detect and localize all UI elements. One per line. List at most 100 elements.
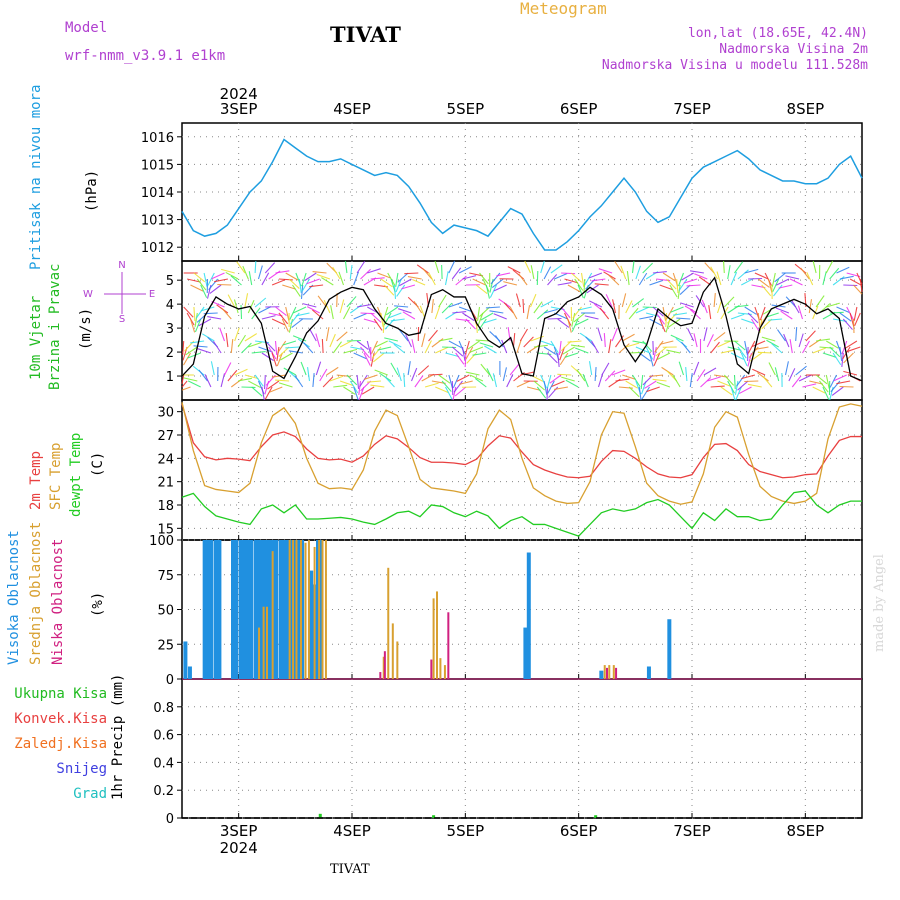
wind-barb — [452, 374, 460, 389]
wind-barb — [723, 374, 735, 386]
cloud-bar-cloud_mid — [288, 540, 291, 679]
wind-barb — [694, 273, 708, 280]
wind-barb — [307, 367, 311, 382]
wind-barb — [686, 284, 701, 287]
cloud-bar-cloud_mid — [608, 665, 611, 679]
wind-barb — [393, 343, 406, 354]
wind-barb — [680, 302, 694, 308]
wind-barb — [605, 294, 613, 308]
wind-barb — [772, 278, 780, 292]
wind-barb — [349, 265, 353, 280]
cloud-bar-cloud_high — [267, 540, 272, 679]
wind-barb — [672, 312, 687, 316]
wind-barb — [785, 275, 800, 280]
wind-barb — [448, 260, 456, 274]
wind-barb — [434, 305, 441, 320]
wind-barb — [815, 374, 828, 385]
wind-barb — [465, 318, 477, 330]
wind-barb — [757, 312, 761, 327]
wind-barb — [844, 340, 858, 349]
wind-barb — [560, 340, 572, 352]
wind-barb — [559, 352, 569, 366]
wind-barb — [477, 306, 481, 321]
wind-barb — [435, 386, 449, 393]
wind-barb — [564, 352, 579, 358]
wind-barb — [681, 272, 694, 281]
wind-barb — [515, 293, 521, 308]
wind-rose-label: E — [149, 289, 155, 300]
wind-barb — [227, 294, 236, 308]
wind-barb — [200, 284, 208, 298]
wind-barb — [312, 270, 327, 274]
wind-barb — [710, 385, 725, 388]
wind-barb — [211, 272, 225, 280]
wind-barb — [361, 386, 375, 395]
wind-barb — [640, 374, 644, 389]
wind-barb — [836, 380, 851, 385]
wind-barb — [396, 284, 406, 297]
cloud-ytick-label: 100 — [149, 534, 174, 549]
wind-speed-line — [181, 276, 863, 382]
wind-barb — [187, 380, 201, 388]
cloud-bar-cloud_high — [523, 627, 528, 679]
wind-barb — [462, 312, 475, 322]
wind-barb — [190, 284, 204, 292]
wind-barb — [713, 331, 726, 342]
cloud-ytick-label: 75 — [157, 569, 174, 584]
wind-barb — [737, 346, 747, 359]
cloud-bar-cloud_mid — [295, 540, 298, 679]
wind-barb — [591, 278, 606, 282]
wind-barb — [484, 345, 497, 354]
wind-barb — [659, 340, 674, 345]
wind-barb — [638, 352, 651, 362]
wind-barb — [183, 377, 198, 382]
wind-barb — [244, 374, 259, 380]
wind-barb — [358, 386, 365, 401]
wind-barb — [736, 374, 746, 387]
wind-barb — [438, 294, 447, 308]
wind-barb — [193, 345, 208, 348]
wind-barb — [316, 273, 331, 280]
wind-barb — [543, 266, 552, 280]
wind-barb — [822, 271, 827, 286]
wind-barb — [825, 260, 834, 274]
wind-barb — [329, 375, 344, 382]
cloud-bar-cloud_mid — [396, 641, 399, 679]
wind-barb — [685, 367, 688, 382]
cloud-bar-cloud_low — [447, 612, 450, 679]
wind-barb — [774, 272, 786, 283]
wind-barb — [812, 260, 817, 274]
wind-barb — [402, 311, 416, 320]
wind-barb — [455, 352, 465, 365]
wind-barb — [398, 308, 412, 314]
day-label-top: 7SEP — [673, 100, 711, 118]
wind-barb — [385, 306, 399, 316]
wind-barb — [512, 333, 516, 348]
precip-bar — [432, 815, 436, 818]
wind-barb — [608, 339, 612, 354]
wind-barb — [332, 341, 342, 354]
wind-barb — [561, 272, 576, 275]
wind-barb — [679, 284, 691, 295]
wind-barb — [196, 278, 207, 291]
wind-barb — [791, 375, 802, 388]
wind-barb — [183, 352, 191, 366]
wind-barb — [631, 260, 635, 274]
wind-barb — [346, 374, 358, 386]
day-label-bottom: 5SEP — [447, 822, 485, 840]
wind-barb — [413, 300, 423, 314]
wind-barb — [185, 346, 198, 356]
wind-barb — [629, 351, 644, 354]
wind-barb — [652, 270, 667, 274]
wind-barb — [797, 305, 804, 320]
cloud-bar-cloud_mid — [262, 606, 265, 679]
wind-barb — [330, 305, 334, 320]
wind-barb — [373, 318, 383, 331]
wind-barb — [641, 386, 650, 400]
wind-barb — [248, 271, 253, 286]
wind-rose-label: N — [118, 260, 125, 271]
wind-barb — [703, 367, 717, 376]
wind-barb — [343, 348, 358, 354]
wind-barb — [849, 278, 863, 287]
wind-barb — [264, 262, 276, 274]
